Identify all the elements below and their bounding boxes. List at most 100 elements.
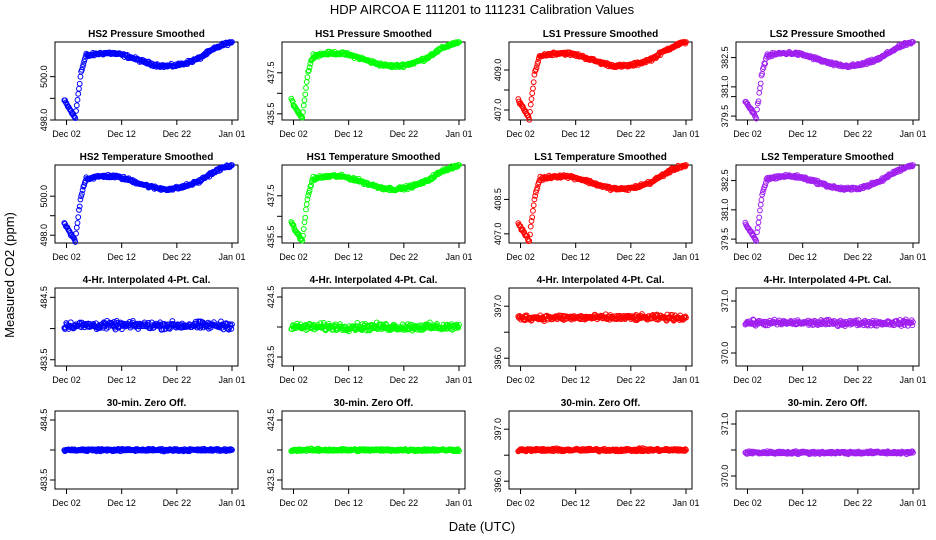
x-tick-label: Dec 12 bbox=[788, 498, 817, 508]
x-axis-label: Date (UTC) bbox=[449, 519, 515, 534]
y-tick-label: 484.5 bbox=[39, 286, 49, 309]
data-point bbox=[78, 193, 85, 200]
data-point bbox=[75, 90, 82, 97]
data-point bbox=[78, 190, 85, 197]
y-tick-label: 407.0 bbox=[493, 223, 503, 246]
x-tick-label: Dec 12 bbox=[561, 375, 590, 385]
data-point bbox=[229, 162, 235, 169]
panel-frame bbox=[54, 164, 239, 244]
x-tick-label: Dec 22 bbox=[844, 375, 873, 385]
panel-title: 30-min. Zero Off. bbox=[561, 398, 641, 409]
panel-13: 30-min. Zero Off. 423.5 424.5 Dec 02 Dec 12 D… bbox=[266, 398, 473, 508]
data-point bbox=[290, 222, 297, 229]
data-point bbox=[159, 326, 165, 333]
data-point bbox=[354, 320, 361, 326]
data-point bbox=[305, 192, 312, 199]
data-point bbox=[683, 314, 689, 321]
data-point bbox=[72, 239, 79, 245]
x-tick-label: Dec 02 bbox=[733, 498, 762, 508]
x-tick-label: Dec 02 bbox=[279, 252, 308, 262]
data-point bbox=[306, 187, 313, 194]
data-point bbox=[201, 51, 208, 58]
panel-frame bbox=[735, 41, 920, 121]
x-tick-label: Dec 12 bbox=[788, 252, 817, 262]
panel-title: 4-Hr. Interpolated 4-Pt. Cal. bbox=[764, 275, 892, 286]
x-tick-label: Dec 22 bbox=[617, 129, 646, 139]
y-tick-label: 370.0 bbox=[720, 342, 730, 365]
data-point bbox=[75, 214, 82, 221]
x-tick-label: Dec 02 bbox=[506, 498, 535, 508]
x-tick-label: Dec 12 bbox=[107, 129, 136, 139]
data-point bbox=[320, 319, 327, 326]
data-point bbox=[76, 80, 83, 87]
panel-7: LS2 Temperature Smoothed 379.5 381.0 382.5 D… bbox=[720, 152, 927, 262]
x-tick-label: Dec 22 bbox=[390, 375, 419, 385]
x-tick-label: Dec 22 bbox=[390, 498, 419, 508]
y-tick-label: 424.5 bbox=[266, 409, 276, 432]
x-tick-label: Dec 02 bbox=[52, 498, 81, 508]
x-tick-label: Jan 01 bbox=[218, 129, 245, 139]
x-tick-label: Dec 02 bbox=[733, 129, 762, 139]
data-point bbox=[757, 207, 763, 214]
data-point bbox=[756, 214, 763, 221]
x-tick-label: Dec 02 bbox=[52, 252, 81, 262]
data-point bbox=[529, 214, 536, 221]
data-point bbox=[300, 109, 306, 115]
x-tick-label: Jan 01 bbox=[218, 498, 245, 508]
panel-frame bbox=[281, 164, 466, 244]
data-point bbox=[303, 85, 309, 91]
data-point bbox=[530, 207, 536, 214]
data-point bbox=[456, 321, 462, 328]
data-point bbox=[759, 191, 766, 198]
y-tick-label: 381.0 bbox=[720, 76, 730, 99]
y-tick-label: 397.0 bbox=[493, 418, 503, 441]
data-point bbox=[560, 172, 567, 179]
x-tick-label: Dec 02 bbox=[733, 375, 762, 385]
y-tick-label: 397.0 bbox=[493, 295, 503, 318]
y-tick-label: 382.5 bbox=[720, 169, 730, 192]
x-tick-label: Dec 12 bbox=[561, 129, 590, 139]
panel-10: 4-Hr. Interpolated 4-Pt. Cal. 396.0 397.0 D… bbox=[493, 275, 700, 385]
panel-title: LS2 Temperature Smoothed bbox=[761, 152, 894, 163]
x-tick-label: Jan 01 bbox=[218, 252, 245, 262]
x-tick-label: Dec 12 bbox=[788, 375, 817, 385]
x-tick-label: Dec 22 bbox=[617, 498, 646, 508]
x-tick-label: Dec 02 bbox=[279, 375, 308, 385]
x-tick-label: Dec 12 bbox=[561, 498, 590, 508]
y-tick-label: 484.5 bbox=[39, 409, 49, 432]
data-point bbox=[455, 324, 462, 331]
x-tick-label: Dec 12 bbox=[334, 252, 363, 262]
x-tick-label: Dec 02 bbox=[506, 252, 535, 262]
x-tick-label: Jan 01 bbox=[899, 375, 926, 385]
y-tick-label: 379.5 bbox=[720, 228, 730, 251]
data-point bbox=[80, 61, 87, 68]
data-point bbox=[81, 56, 88, 63]
panel-14: 30-min. Zero Off. 396.0 397.0 Dec 02 Dec 12 D… bbox=[493, 398, 700, 508]
panel-title: HS1 Pressure Smoothed bbox=[315, 29, 432, 40]
x-tick-label: Dec 12 bbox=[561, 252, 590, 262]
x-tick-label: Dec 12 bbox=[788, 129, 817, 139]
x-tick-label: Dec 02 bbox=[279, 129, 308, 139]
x-tick-label: Dec 22 bbox=[163, 498, 192, 508]
data-point bbox=[456, 448, 462, 455]
x-tick-label: Dec 22 bbox=[617, 375, 646, 385]
data-point bbox=[535, 58, 541, 65]
data-point bbox=[527, 231, 533, 238]
panel-title: 4-Hr. Interpolated 4-Pt. Cal. bbox=[83, 275, 211, 286]
data-point bbox=[76, 203, 83, 210]
x-tick-label: Dec 02 bbox=[279, 498, 308, 508]
x-tick-label: Dec 02 bbox=[506, 129, 535, 139]
panel-title: HS2 Pressure Smoothed bbox=[88, 29, 205, 40]
y-tick-label: 396.0 bbox=[493, 347, 503, 370]
x-tick-label: Jan 01 bbox=[672, 252, 699, 262]
data-point bbox=[305, 67, 312, 74]
y-tick-label: 407.0 bbox=[493, 99, 503, 122]
data-point bbox=[658, 172, 665, 178]
panel-frame bbox=[508, 287, 693, 367]
y-tick-label: 409.0 bbox=[493, 59, 503, 82]
data-point bbox=[303, 206, 309, 213]
y-tick-label: 437.5 bbox=[266, 62, 276, 85]
y-tick-label: 371.0 bbox=[720, 290, 730, 313]
data-point bbox=[456, 162, 462, 168]
panel-title: LS2 Pressure Smoothed bbox=[770, 29, 886, 40]
